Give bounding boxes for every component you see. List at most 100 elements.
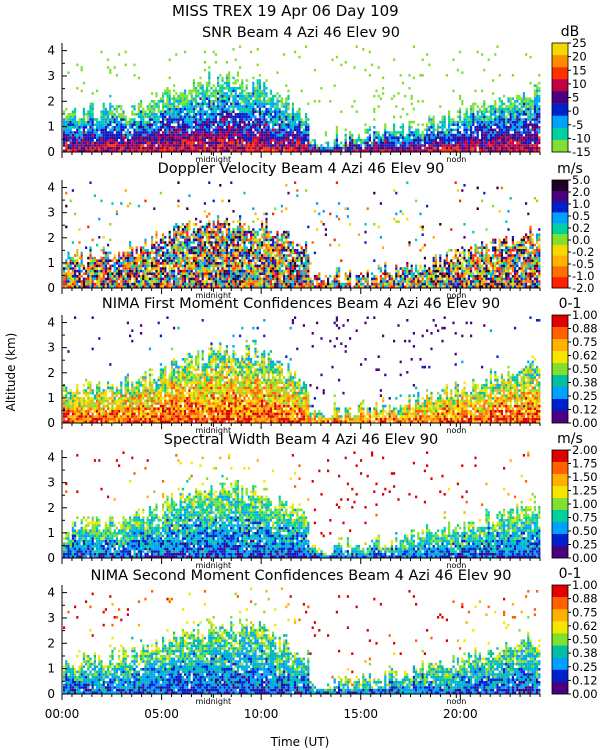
colorbar-swatch [552, 534, 568, 547]
panel-title: NIMA First Moment Confidences Beam 4 Azi… [102, 296, 500, 312]
colorbar-swatch [552, 327, 568, 340]
panel-3: NIMA First Moment Confidences Beam 4 Azi… [47, 296, 597, 435]
colorbar-label: 1.00 [572, 308, 598, 322]
y-tick-label: 2 [47, 231, 55, 245]
x-tick-label: 15:00 [343, 707, 378, 721]
marker-noon: noon [446, 155, 466, 164]
y-tick-label: 0 [47, 687, 55, 701]
colorbar-label: 0.0 [572, 233, 590, 247]
colorbar-unit: dB [561, 24, 580, 40]
colorbar-swatch [552, 180, 568, 192]
y-tick-label: 3 [47, 611, 55, 625]
colorbar-swatch [552, 55, 568, 68]
colorbar-label: 5.0 [572, 173, 590, 187]
colorbar-swatch [552, 339, 568, 352]
colorbar-label: 5 [572, 91, 579, 105]
colorbar-swatch [552, 609, 568, 622]
colorbar-label: 0.62 [572, 349, 598, 363]
colorbar-label: 0.00 [572, 551, 598, 565]
y-tick-label: 2 [47, 366, 55, 380]
colorbar-label: -15 [572, 145, 591, 159]
colorbar-swatch [552, 190, 568, 202]
y-tick-label: 1 [47, 526, 55, 540]
y-tick-label: 2 [47, 636, 55, 650]
echo-cells [63, 316, 541, 423]
colorbar-label: 1.75 [572, 457, 598, 471]
y-tick-label: 0 [47, 145, 55, 159]
colorbar-label: 0.25 [572, 389, 598, 403]
colorbar-label: 0.38 [572, 646, 598, 660]
colorbar-label: 0.62 [572, 619, 598, 633]
panel-1: SNR Beam 4 Azi 46 Elev 90 0 1 2 3 4 midnight no… [47, 24, 590, 164]
colorbar: 5.02.01.00.50.20.0-0.2-0.5-1.0-2.0 [551, 173, 594, 295]
colorbar-swatch [552, 67, 568, 80]
y-tick-label: 2 [47, 94, 55, 108]
colorbar-swatch [552, 201, 568, 213]
colorbar-label: 0.25 [572, 538, 598, 552]
x-tick-label: 05:00 [144, 707, 179, 721]
colorbar-swatch [552, 681, 568, 695]
colorbar-swatch [552, 387, 568, 400]
colorbar-label: 0.50 [572, 524, 598, 538]
colorbar-label: 0.75 [572, 335, 598, 349]
colorbar-label: 25 [572, 36, 587, 50]
colorbar-frame [551, 179, 569, 289]
y-tick-label: 0 [47, 551, 55, 565]
x-tick-label: 00:00 [45, 707, 80, 721]
y-tick-label: 0 [47, 416, 55, 430]
colorbar-swatch [552, 621, 568, 634]
figure-title: MISS TREX 19 Apr 06 Day 109 [172, 2, 399, 20]
panel-title: Spectral Width Beam 4 Azi 46 Elev 90 [164, 432, 439, 448]
y-tick-label: 4 [47, 451, 55, 465]
y-tick-label: 3 [47, 476, 55, 490]
colorbar-swatch [552, 462, 568, 475]
colorbar-label: 0.88 [572, 592, 598, 606]
y-tick-label: 4 [47, 586, 55, 600]
colorbar-swatch [552, 450, 568, 463]
colorbar-label: -0.5 [572, 257, 594, 271]
y-tick-label: 3 [47, 341, 55, 355]
y-tick-label: 2 [47, 501, 55, 515]
colorbar-label: 1.25 [572, 484, 598, 498]
colorbar-swatch [552, 522, 568, 535]
colorbar-label: 1.50 [572, 470, 598, 484]
colorbar-label: 0.75 [572, 511, 598, 525]
colorbar-swatch [552, 43, 568, 56]
y-tick-label: 3 [47, 69, 55, 83]
panel-title: NIMA Second Moment Confidences Beam 4 Az… [90, 568, 511, 584]
colorbar-swatch [552, 91, 568, 104]
colorbar-label: 0.12 [572, 403, 598, 417]
colorbar-swatch [552, 223, 568, 235]
colorbar-label: 15 [572, 63, 587, 77]
colorbar-swatch [552, 315, 568, 328]
colorbar-label: 2.0 [572, 185, 590, 199]
y-tick-label: 1 [47, 120, 55, 134]
colorbar-label: 2.00 [572, 443, 598, 457]
colorbar-swatch [552, 633, 568, 646]
colorbar-swatch [552, 244, 568, 256]
echo-cells [63, 45, 541, 152]
colorbar-swatch [552, 486, 568, 499]
colorbar-label: 1.0 [572, 197, 590, 211]
colorbar-swatch [552, 669, 568, 683]
colorbar-swatch [552, 498, 568, 511]
colorbar-label: 0.12 [572, 673, 598, 687]
colorbar-label: 0.88 [572, 322, 598, 336]
y-axis-label: Altitude (km) [4, 333, 18, 412]
colorbar-swatch [552, 474, 568, 487]
panel-5: NIMA Second Moment Confidences Beam 4 Az… [47, 566, 597, 706]
colorbar-swatch [552, 657, 568, 671]
colorbar-swatch [552, 277, 568, 289]
marker-midnight: midnight [196, 697, 232, 706]
colorbar-swatch [552, 255, 568, 267]
marker-midnight: midnight [196, 155, 232, 164]
colorbar-unit: m/s [557, 431, 583, 447]
y-tick-label: 1 [47, 256, 55, 270]
colorbar-unit: m/s [557, 161, 583, 177]
panel-4: Spectral Width Beam 4 Azi 46 Elev 90 0 1 2 3… [47, 431, 597, 570]
colorbar-swatch [552, 266, 568, 278]
colorbar-swatch [552, 399, 568, 412]
echo-cells [63, 587, 541, 694]
colorbar: 2.001.751.501.251.000.750.500.250.00 [551, 443, 598, 565]
